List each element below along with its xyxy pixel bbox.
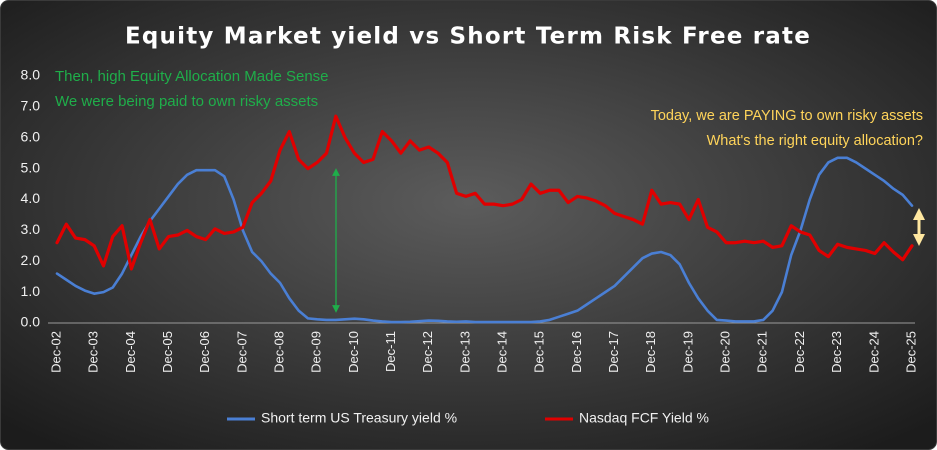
series-line bbox=[55, 114, 914, 271]
x-tick-label: Dec-04 bbox=[123, 331, 138, 373]
x-tick-label: Dec-24 bbox=[866, 331, 881, 373]
x-tick-label: Dec-12 bbox=[420, 331, 435, 373]
x-tick-label: Dec-21 bbox=[755, 331, 770, 373]
x-tick-label: Dec-10 bbox=[346, 331, 361, 373]
x-tick-label: Dec-18 bbox=[643, 331, 658, 373]
legend-label: Short term US Treasury yield % bbox=[261, 410, 457, 426]
x-tick-label: Dec-22 bbox=[792, 331, 807, 373]
y-tick-label: 2.0 bbox=[21, 252, 41, 268]
y-tick-label: 7.0 bbox=[21, 98, 41, 114]
x-tick-label: Dec-09 bbox=[309, 331, 324, 373]
y-tick-label: 0.0 bbox=[21, 314, 41, 330]
series-line bbox=[55, 156, 914, 324]
chart-title: Equity Market yield vs Short Term Risk F… bbox=[125, 24, 811, 50]
x-tick-label: Dec-06 bbox=[197, 331, 212, 373]
x-tick-label: Dec-07 bbox=[234, 331, 249, 373]
x-tick-label: Dec-14 bbox=[495, 331, 510, 373]
y-tick-label: 5.0 bbox=[21, 159, 41, 175]
x-tick-label: Dec-13 bbox=[457, 331, 472, 373]
y-tick-label: 1.0 bbox=[21, 283, 41, 299]
y-tick-label: 3.0 bbox=[21, 221, 41, 237]
x-tick-label: Dec-02 bbox=[48, 331, 63, 373]
y-tick-label: 8.0 bbox=[21, 67, 41, 83]
y-tick-label: 6.0 bbox=[21, 128, 41, 144]
x-tick-label: Dec-08 bbox=[271, 331, 286, 373]
x-tick-label: Dec-11 bbox=[383, 331, 398, 372]
x-tick-label: Dec-23 bbox=[829, 331, 844, 373]
annotation: What's the right equity allocation? bbox=[707, 133, 923, 149]
x-tick-label: Dec-25 bbox=[903, 331, 918, 373]
x-tick-label: Dec-20 bbox=[718, 331, 733, 373]
x-tick-label: Dec-15 bbox=[532, 331, 547, 373]
annotation: We were being paid to own risky assets bbox=[55, 93, 318, 110]
x-tick-label: Dec-16 bbox=[569, 331, 584, 373]
annotation: Then, high Equity Allocation Made Sense bbox=[55, 68, 329, 85]
x-tick-label: Dec-03 bbox=[86, 331, 101, 373]
legend-label: Nasdaq FCF Yield % bbox=[579, 410, 709, 426]
x-tick-label: Dec-17 bbox=[606, 331, 621, 373]
x-tick-label: Dec-05 bbox=[160, 331, 175, 373]
y-tick-label: 4.0 bbox=[21, 190, 41, 206]
annotation: Today, we are PAYING to own risky assets bbox=[651, 108, 923, 124]
x-tick-label: Dec-19 bbox=[680, 331, 695, 373]
